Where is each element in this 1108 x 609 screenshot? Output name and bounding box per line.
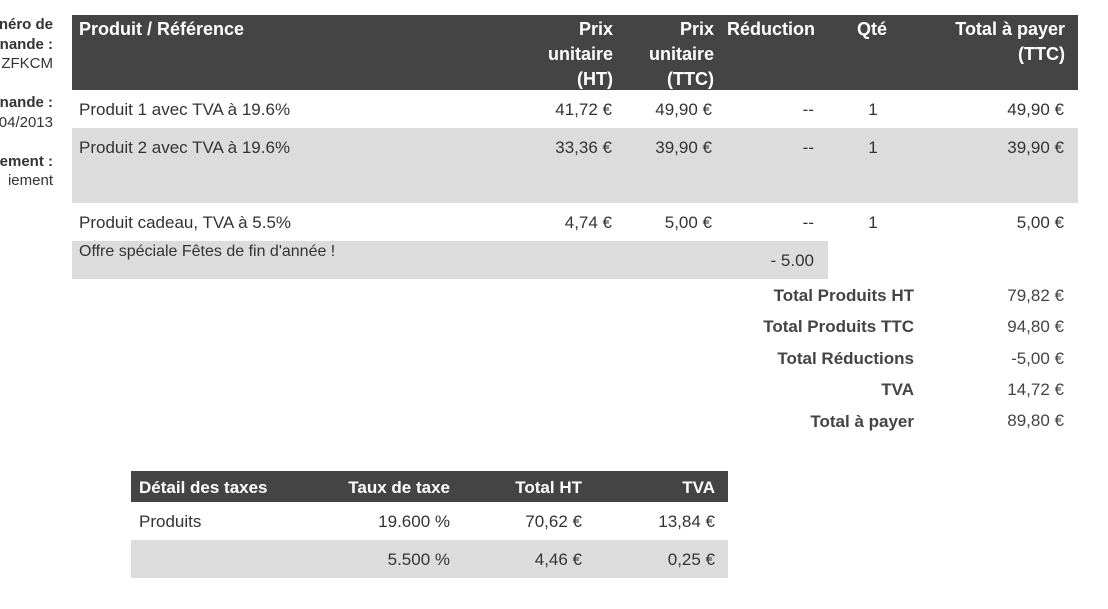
order-number-label: néro de [0,16,53,33]
table-row: Produit cadeau, TVA à 5.5% 4,74 € 5,00 €… [72,203,1078,241]
order-date-label: nande : [0,94,53,111]
tax-row: 5.500 % 4,46 € 0,25 € [131,540,728,578]
tax-total-ht: 70,62 € [525,512,582,531]
total-reductions-label: Total Réductions [777,349,914,368]
product-table-header: Produit / Référence Prix unitaire (HT) P… [72,15,1078,90]
quantity: 1 [868,100,878,119]
payment-label: ement : [0,153,53,170]
tva-value: 14,72 € [1007,380,1064,399]
tax-rate: 5.500 % [387,550,450,569]
special-offer-row: Offre spéciale Fêtes de fin d'année ! - … [72,241,828,279]
price-ttc: 49,90 € [655,100,712,119]
quantity: 1 [868,213,878,232]
product-name: Produit cadeau, TVA à 5.5% [79,213,292,232]
total-products-ht-label: Total Produits HT [773,286,914,305]
tva-label: TVA [881,380,914,399]
order-number-label-cont: nande : [0,36,53,53]
tax-row: Produits 19.600 % 70,62 € 13,84 € [131,502,728,540]
table-row: Produit 2 avec TVA à 19.6% 33,36 € 39,90… [72,128,1078,203]
total-products-ht-value: 79,82 € [1007,286,1064,305]
header-qty: Qté [857,19,888,39]
line-total: 39,90 € [1007,138,1064,157]
tax-total-ht: 4,46 € [534,550,582,569]
tax-tva: 0,25 € [667,550,715,569]
reduction: -- [802,213,814,232]
total-to-pay-value: 89,80 € [1007,411,1064,430]
tax-detail: Produits [139,512,202,531]
tax-header-total-ht: Total HT [515,478,582,497]
product-name: Produit 1 avec TVA à 19.6% [79,100,291,119]
header-reduction: Réduction [727,19,815,39]
reduction: -- [802,138,814,157]
offer-amount: - 5.00 [770,251,814,270]
header-price-ttc: Prix unitaire (TTC) [648,19,714,89]
price-ht: 33,36 € [555,138,612,157]
tax-header-tva: TVA [682,478,715,497]
tax-header-detail: Détail des taxes [139,478,268,497]
table-row: Produit 1 avec TVA à 19.6% 41,72 € 49,90… [72,90,1078,128]
total-products-ttc-value: 94,80 € [1007,317,1064,336]
total-to-pay-label: Total à payer [810,412,914,431]
tax-tva: 13,84 € [658,512,715,531]
header-price-ht: Prix unitaire (HT) [547,19,613,89]
line-total: 5,00 € [1016,213,1064,232]
price-ttc: 5,00 € [664,213,712,232]
tax-table-header: Détail des taxes Taux de taxe Total HT T… [131,471,728,502]
tax-header-rate: Taux de taxe [348,478,450,497]
price-ht: 41,72 € [555,100,612,119]
quantity: 1 [868,138,878,157]
order-number-value: ZFKCM [1,55,53,72]
price-ht: 4,74 € [564,213,612,232]
order-date-value: 04/2013 [0,114,53,131]
total-products-ttc-label: Total Produits TTC [763,317,914,336]
payment-value: iement [7,172,53,189]
line-total: 49,90 € [1007,100,1064,119]
offer-label: Offre spéciale Fêtes de fin d'année ! [79,243,336,260]
reduction: -- [802,100,814,119]
tax-rate: 19.600 % [378,512,450,531]
price-ttc: 39,90 € [655,138,712,157]
header-product: Produit / Référence [79,19,245,39]
product-name: Produit 2 avec TVA à 19.6% [79,138,291,157]
total-reductions-value: -5,00 € [1011,349,1064,368]
header-total: Total à payer (TTC) [955,19,1065,64]
